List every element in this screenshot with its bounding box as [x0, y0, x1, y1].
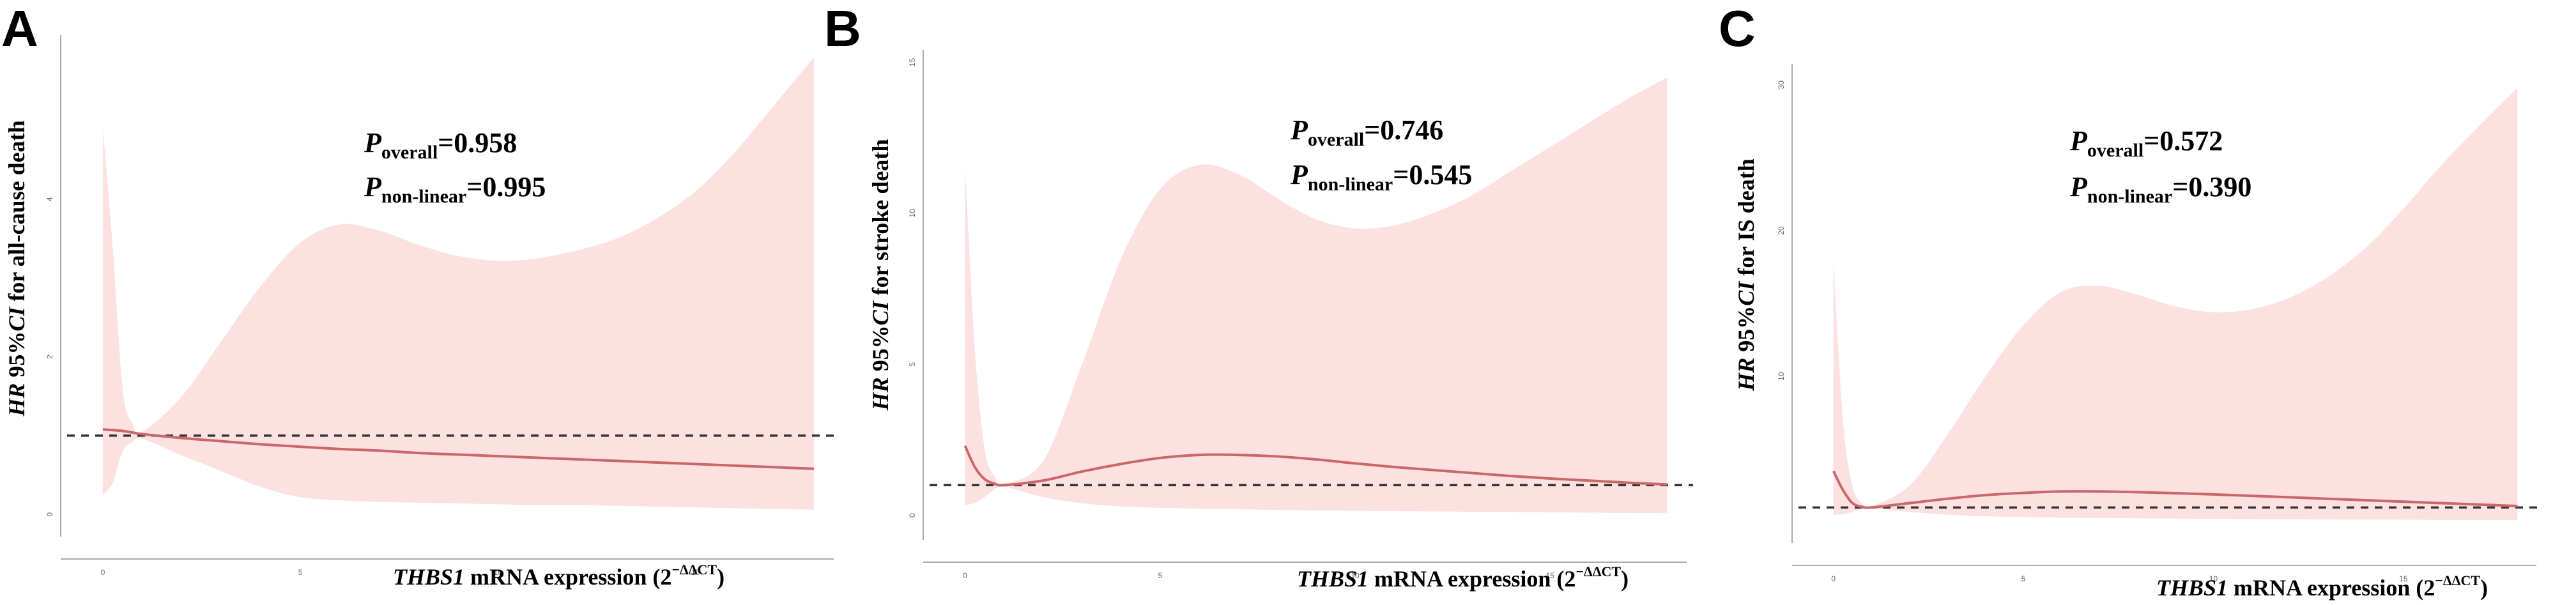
x-tick-label: 15	[2399, 574, 2408, 583]
y-axis-label-rest: for all-cause death	[4, 120, 29, 307]
panel-letter-c: C	[1719, 0, 1756, 57]
p-overall-annotation: Poverall=0.958	[364, 127, 517, 163]
p-nonlinear-value: =0.390	[2172, 171, 2251, 203]
p-overall-subscript: overall	[2087, 140, 2143, 161]
x-axis-label-close: )	[1621, 566, 1629, 592]
p-nonlinear-value: =0.545	[1393, 159, 1472, 190]
x-tick-label: 0	[963, 571, 967, 580]
p-overall-value: =0.746	[1364, 114, 1443, 146]
p-symbol: P	[364, 171, 382, 203]
p-overall-subscript: overall	[1308, 129, 1364, 150]
p-nonlinear-annotation: Pnon-linear=0.545	[1290, 159, 1472, 195]
y-axis-label-rest: for stroke death	[868, 139, 893, 302]
y-tick-label: 15	[908, 57, 917, 66]
x-tick-label: 15	[1546, 571, 1555, 580]
x-axis-label: THBS1 mRNA expression (2−ΔΔCT)	[1297, 563, 1629, 592]
x-axis-label: THBS1 mRNA expression (2−ΔΔCT)	[393, 562, 724, 590]
y-tick-label: 20	[1777, 226, 1786, 235]
confidence-band	[102, 57, 815, 510]
y-axis-label-pct: 95%	[4, 332, 29, 383]
p-symbol: P	[2069, 171, 2088, 203]
hr-curve	[102, 428, 815, 470]
panel-a: A 0 2 4 0 5 10 15 HR 95%CI for all-cause death TH…	[1, 0, 840, 590]
y-tick-label: 10	[1777, 372, 1786, 381]
p-overall-value: =0.958	[438, 127, 517, 158]
y-axis-label-hr: HR	[868, 377, 893, 411]
p-nonlinear-subscript: non-linear	[1308, 174, 1393, 195]
p-nonlinear-subscript: non-linear	[381, 186, 466, 207]
x-axis-label: THBS1 mRNA expression (2−ΔΔCT)	[2156, 572, 2488, 601]
x-axis-label-superscript: −ΔΔCT	[671, 562, 717, 578]
y-axis-label-pct: 95%	[1733, 306, 1759, 358]
x-axis-label-text: mRNA expression (2	[1368, 566, 1575, 592]
y-tick-label: 2	[45, 355, 54, 359]
x-tick-label: 10	[494, 568, 503, 577]
y-axis-label-rest: for IS death	[1733, 158, 1759, 281]
x-axis-label-close: )	[2480, 575, 2488, 601]
panel-letter-a: A	[1, 0, 38, 57]
x-tick-label: 0	[101, 568, 105, 577]
p-overall-annotation: Poverall=0.572	[2069, 125, 2223, 161]
y-axis-label-hr: HR	[1733, 358, 1759, 392]
p-nonlinear-annotation: Pnon-linear=0.995	[364, 171, 546, 207]
y-axis-label: HR 95%CI for IS death	[1733, 158, 1759, 391]
p-nonlinear-annotation: Pnon-linear=0.390	[2069, 171, 2251, 207]
p-symbol: P	[364, 127, 382, 158]
p-overall-value: =0.572	[2143, 125, 2223, 157]
p-symbol: P	[1290, 114, 1308, 146]
panel-letter-b: B	[824, 0, 861, 57]
y-axis-label-pct: 95%	[868, 325, 893, 377]
p-symbol: P	[1290, 159, 1308, 190]
y-tick-label: 0	[45, 512, 54, 517]
y-axis-label-ci: CI	[4, 306, 29, 332]
panel-b: B 0 5 10 15 0 5 10 15 HR 95%CI for stroke death TH…	[824, 0, 1693, 592]
x-axis-label-gene: THBS1	[1297, 566, 1368, 592]
confidence-band	[1833, 88, 2518, 521]
y-tick-label: 10	[908, 209, 917, 218]
panel-c: C 10 20 30 0 5 10 15 HR 95%CI for IS death THBS1 …	[1719, 0, 2543, 601]
y-tick-label: 0	[908, 513, 917, 517]
y-axis-label-ci: CI	[868, 300, 893, 325]
x-tick-label: 10	[2209, 574, 2218, 583]
x-axis-label-superscript: −ΔΔCT	[2435, 572, 2480, 588]
x-axis-label-gene: THBS1	[2156, 575, 2228, 601]
p-symbol: P	[2069, 125, 2088, 157]
x-axis-label-text: mRNA expression (2	[464, 564, 671, 590]
x-tick-label: 5	[2021, 574, 2026, 583]
x-tick-label: 0	[1831, 574, 1836, 583]
x-tick-label: 10	[1351, 571, 1360, 580]
p-overall-annotation: Poverall=0.746	[1290, 114, 1443, 150]
y-axis-label-hr: HR	[4, 383, 29, 417]
y-tick-label: 5	[908, 362, 917, 367]
x-tick-label: 5	[1158, 571, 1162, 580]
x-tick-label: 15	[691, 568, 700, 577]
y-tick-label: 30	[1777, 80, 1786, 89]
p-overall-subscript: overall	[381, 142, 438, 163]
x-axis-label-text: mRNA expression (2	[2228, 575, 2435, 601]
y-axis-label: HR 95%CI for stroke death	[868, 139, 893, 411]
p-nonlinear-subscript: non-linear	[2087, 186, 2172, 207]
x-axis-label-superscript: −ΔΔCT	[1575, 563, 1621, 579]
y-tick-label: 4	[45, 197, 54, 201]
y-axis-label-ci: CI	[1733, 280, 1759, 306]
x-axis-label-gene: THBS1	[393, 564, 464, 590]
x-axis-label-close: )	[717, 564, 724, 590]
y-axis-label: HR 95%CI for all-cause death	[4, 120, 29, 417]
x-tick-label: 5	[298, 568, 303, 577]
p-nonlinear-value: =0.995	[466, 171, 546, 203]
confidence-band	[965, 77, 1667, 514]
hr-curve	[1832, 470, 2518, 509]
hr-curve	[963, 445, 1667, 487]
